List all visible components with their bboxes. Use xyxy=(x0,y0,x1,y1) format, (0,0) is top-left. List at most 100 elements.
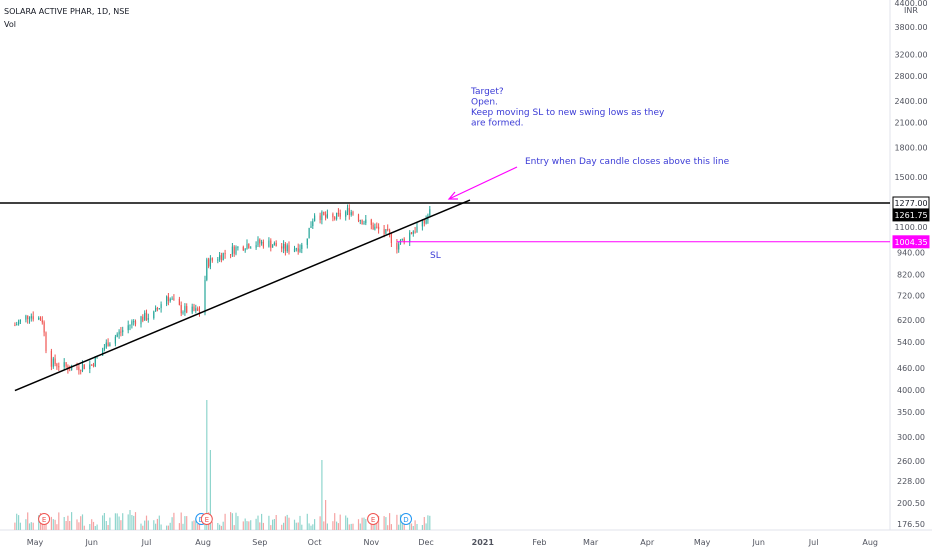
candle-body xyxy=(169,298,171,302)
volume-bar xyxy=(231,513,233,530)
event-marker-label: E xyxy=(205,516,209,524)
volume-bar xyxy=(273,519,275,530)
volume-bar xyxy=(246,521,248,530)
price-tick-label: 1100.00 xyxy=(894,223,927,232)
candle-body xyxy=(222,253,224,260)
candle-body xyxy=(160,304,162,309)
volume-bar xyxy=(173,512,175,530)
volume-bar xyxy=(399,514,402,530)
price-tick-label: 4400.00 xyxy=(894,0,927,8)
volume-bar xyxy=(76,519,78,530)
volume-bar xyxy=(259,522,261,530)
candle-body xyxy=(378,226,380,230)
candle-body xyxy=(103,347,105,350)
volume-bar xyxy=(429,515,431,530)
last-price-badge xyxy=(892,208,930,222)
volume-bar xyxy=(310,525,312,530)
volume-bar xyxy=(83,525,85,530)
dividend-marker[interactable] xyxy=(400,513,412,525)
volume-bar xyxy=(38,515,40,530)
candle-body xyxy=(273,243,275,246)
resistance-badge-label: 1277.00 xyxy=(894,199,927,208)
entry-arrow[interactable] xyxy=(448,166,518,200)
target-note-line[interactable]: are formed. xyxy=(471,119,524,129)
candle-body xyxy=(129,324,131,326)
stop-loss-badge-label: 1004.35 xyxy=(894,238,927,247)
stop-loss-label[interactable]: SL xyxy=(430,251,441,261)
target-note-line[interactable]: Keep moving SL to new swing lows as they xyxy=(471,108,665,118)
candle-body xyxy=(297,248,299,252)
symbol-title[interactable]: SOLARA ACTIVE PHAR, 1D, NSE xyxy=(4,7,129,16)
volume-bar xyxy=(244,518,246,530)
rising-trendline[interactable] xyxy=(14,199,471,392)
candle-body xyxy=(69,370,71,372)
volume-bar xyxy=(69,521,71,530)
candle-body xyxy=(173,298,175,300)
volume-bar xyxy=(242,521,244,530)
volume-bar xyxy=(272,519,274,530)
volume-bar xyxy=(281,524,283,530)
time-tick-label: Jun xyxy=(751,538,765,547)
candle-body xyxy=(91,364,93,366)
candle-body xyxy=(122,330,124,333)
volume-bar xyxy=(153,520,155,530)
volume-bar xyxy=(147,520,149,530)
candle-body xyxy=(293,249,296,252)
candle-body xyxy=(58,366,60,368)
entry-note[interactable]: Entry when Day candle closes above this … xyxy=(525,157,730,167)
candle-body xyxy=(281,246,283,249)
candle-body xyxy=(398,244,400,250)
volume-bar xyxy=(169,522,171,530)
candle-body xyxy=(220,255,222,261)
candle-body xyxy=(109,343,111,347)
candle-body xyxy=(191,306,193,313)
volume-bar xyxy=(410,523,413,530)
volume-bar xyxy=(301,524,303,530)
volume-bar xyxy=(166,525,168,530)
volume-bar xyxy=(398,524,400,530)
candle-body xyxy=(32,316,34,320)
candle-body xyxy=(89,364,91,369)
volume-bar xyxy=(41,522,43,530)
target-note-line[interactable]: Open. xyxy=(471,98,498,108)
candle-body xyxy=(198,310,201,314)
time-tick-label: Dec xyxy=(418,538,433,547)
candle-body xyxy=(211,258,213,261)
time-tick-label: Jun xyxy=(84,538,98,547)
candle-body xyxy=(301,244,303,249)
volume-bar xyxy=(30,522,32,530)
volume-bar xyxy=(102,515,104,530)
candle-body xyxy=(184,306,186,313)
stop-loss-badge xyxy=(892,235,930,249)
candle-body xyxy=(166,296,168,305)
time-axis[interactable]: May Jun Jul Aug Sep Oct Nov Dec 2021 Feb Mar Apr May… xyxy=(27,538,878,547)
volume-bar xyxy=(230,512,232,530)
volume-bar xyxy=(45,524,47,530)
earnings-marker[interactable] xyxy=(200,513,213,525)
earnings-marker[interactable] xyxy=(367,513,380,525)
candle-body xyxy=(204,280,206,314)
time-tick-label: 2021 xyxy=(472,538,495,547)
candle-body xyxy=(83,364,85,369)
volume-bar xyxy=(109,517,111,530)
volume-bar xyxy=(224,513,226,530)
volume-indicator-label[interactable]: Vol xyxy=(4,20,16,29)
candle-body xyxy=(50,350,52,367)
time-tick-label: Aug xyxy=(862,538,878,547)
volume-bar xyxy=(323,521,325,530)
volume-bar xyxy=(14,522,16,530)
price-axis[interactable]: 4400.00 3800.00 3200.00 2800.00 2400.00 2100.… xyxy=(894,0,927,373)
target-note-line[interactable]: Target? xyxy=(470,87,504,97)
volume-bar xyxy=(427,515,429,530)
candle-body xyxy=(54,358,56,364)
candle-body xyxy=(41,320,43,323)
volume-bar xyxy=(116,513,118,530)
volume-bar xyxy=(127,514,129,530)
candle-body xyxy=(16,324,18,326)
candle-body xyxy=(118,331,120,335)
volume-bar xyxy=(65,521,67,530)
earnings-marker[interactable] xyxy=(38,513,51,525)
volume-bar xyxy=(96,524,98,530)
candle-body xyxy=(145,312,148,320)
